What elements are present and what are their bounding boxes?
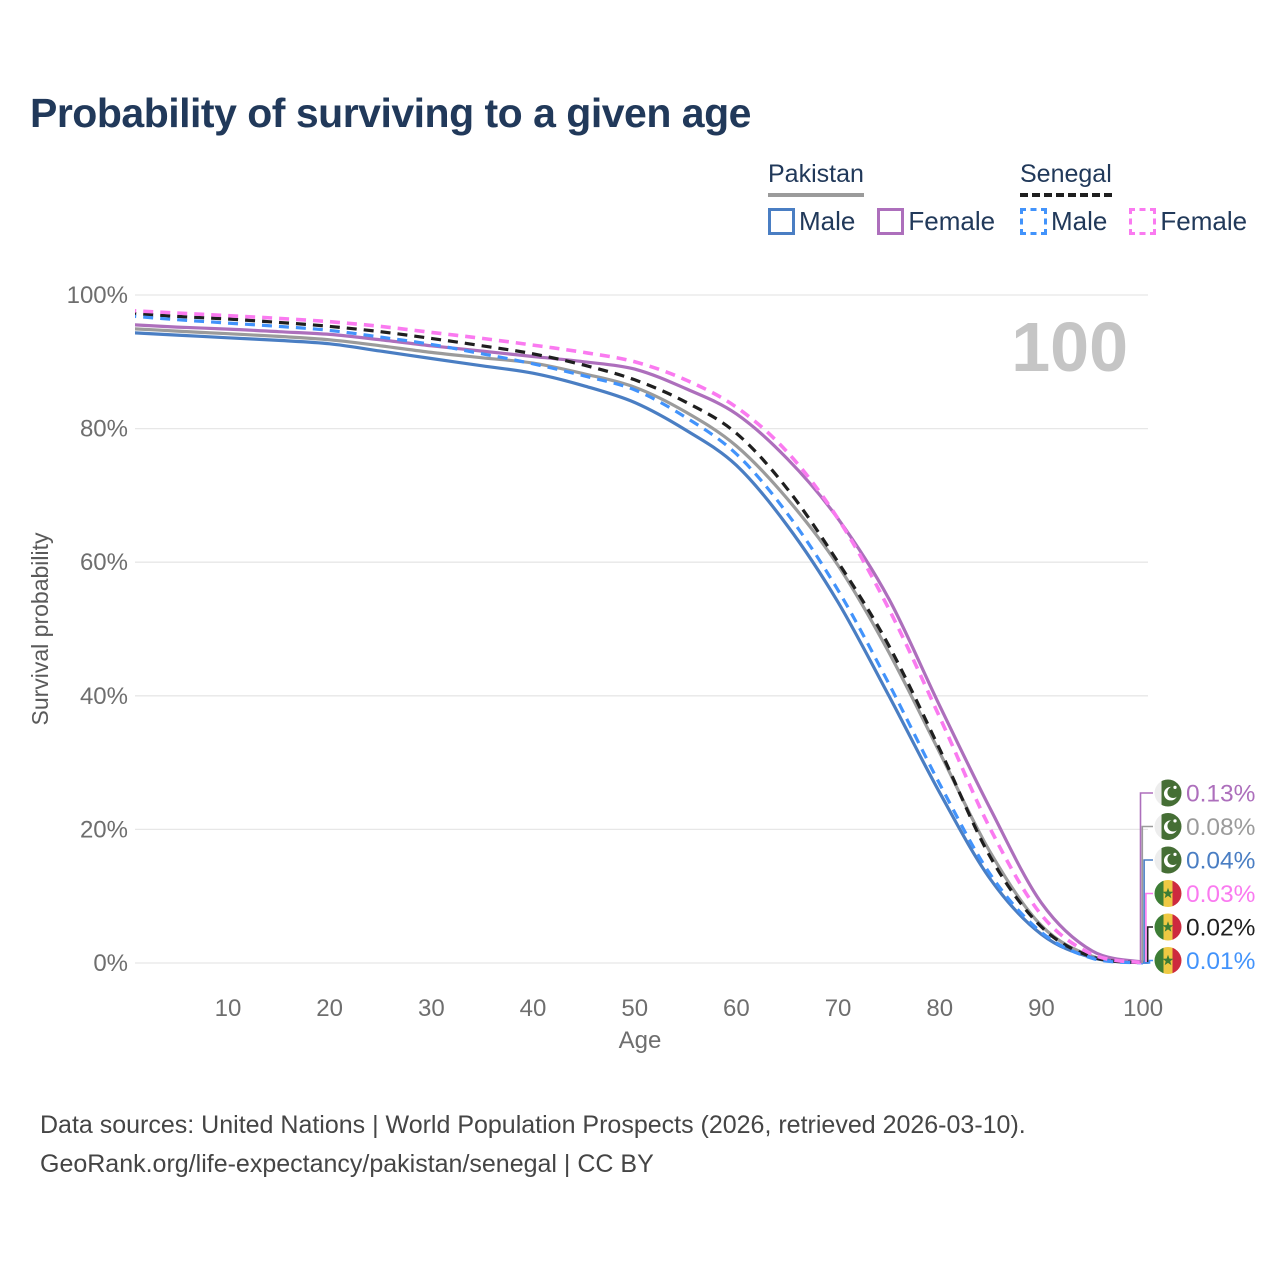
end-value-labels: 0.13% 0.08% 0.04% 0.03% 0.02% 0.01% bbox=[1139, 779, 1255, 975]
age-frame-watermark: 100 bbox=[1011, 308, 1128, 386]
legend-label: Female bbox=[908, 206, 996, 236]
y-tick-label: 60% bbox=[80, 549, 128, 576]
x-tick-label: 70 bbox=[825, 995, 852, 1022]
source-line-2: GeoRank.org/life-expectancy/pakistan/sen… bbox=[40, 1150, 654, 1178]
x-tick-label: 40 bbox=[520, 995, 547, 1022]
curve-pakistan-all[interactable] bbox=[126, 327, 1144, 965]
gridlines: 100% 80% 60% 40% 20% 0% bbox=[67, 282, 1148, 977]
legend-pakistan-header[interactable]: Pakistan bbox=[768, 160, 864, 197]
legend-group-senegal: Senegal Male Female bbox=[1020, 160, 1247, 237]
curves bbox=[126, 309, 1144, 965]
x-axis-label: Age bbox=[619, 1027, 662, 1054]
legend-item-senegal-female[interactable]: Female bbox=[1129, 206, 1247, 237]
legend-label: Female bbox=[1160, 206, 1248, 236]
curve-pakistan-female[interactable] bbox=[126, 323, 1144, 964]
x-tick-label: 100 bbox=[1123, 995, 1163, 1022]
x-tick-label: 20 bbox=[316, 995, 343, 1022]
y-tick-label: 0% bbox=[93, 950, 128, 977]
senegal-female-swatch-icon bbox=[1129, 208, 1157, 235]
end-label-senegal-male[interactable]: 0.01% bbox=[1143, 947, 1255, 975]
senegal-flag-icon bbox=[1154, 880, 1182, 907]
end-label-value: 0.13% bbox=[1186, 781, 1255, 808]
legend-item-pakistan-male[interactable]: Male bbox=[768, 206, 855, 237]
legend-item-pakistan-female[interactable]: Female bbox=[877, 206, 995, 237]
end-label-value: 0.08% bbox=[1186, 814, 1255, 841]
x-tick-label: 50 bbox=[621, 995, 648, 1022]
x-tick-label: 10 bbox=[215, 995, 242, 1022]
curve-pakistan-male[interactable] bbox=[126, 331, 1144, 965]
pakistan-female-swatch-icon bbox=[877, 208, 905, 235]
pakistan-flag-icon bbox=[1154, 779, 1182, 807]
pakistan-male-swatch-icon bbox=[768, 208, 795, 235]
end-label-senegal-female[interactable]: 0.03% bbox=[1143, 880, 1255, 964]
end-label-value: 0.02% bbox=[1186, 915, 1255, 942]
end-label-senegal-all[interactable]: 0.02% bbox=[1143, 913, 1255, 964]
end-label-value: 0.01% bbox=[1186, 948, 1255, 975]
end-label-value: 0.03% bbox=[1186, 881, 1255, 908]
legend-label: Male bbox=[1051, 206, 1108, 236]
end-label-value: 0.04% bbox=[1186, 848, 1255, 875]
legend-group-pakistan: Pakistan Male Female bbox=[768, 160, 995, 237]
legend-item-senegal-male[interactable]: Male bbox=[1020, 206, 1107, 237]
legend-senegal-header[interactable]: Senegal bbox=[1020, 160, 1112, 197]
end-label-pakistan-all[interactable]: 0.08% bbox=[1141, 813, 1255, 964]
page-title: Probability of surviving to a given age bbox=[30, 90, 751, 136]
curve-senegal-male[interactable] bbox=[126, 314, 1144, 965]
end-label-pakistan-male[interactable]: 0.04% bbox=[1143, 846, 1255, 964]
data-source-note: Data sources: United Nations | World Pop… bbox=[40, 1106, 1026, 1184]
y-tick-label: 20% bbox=[80, 816, 128, 843]
leader-line bbox=[1143, 959, 1153, 964]
senegal-male-swatch-icon bbox=[1020, 208, 1047, 235]
senegal-flag-icon bbox=[1154, 947, 1182, 974]
y-tick-label: 40% bbox=[80, 683, 128, 710]
y-tick-label: 100% bbox=[67, 282, 128, 309]
senegal-flag-icon bbox=[1154, 913, 1182, 941]
curve-senegal-all[interactable] bbox=[126, 312, 1144, 965]
x-tick-label: 60 bbox=[723, 995, 750, 1022]
source-line-1: Data sources: United Nations | World Pop… bbox=[40, 1111, 1026, 1139]
x-tick-label: 80 bbox=[926, 995, 953, 1022]
y-tick-label: 80% bbox=[80, 416, 128, 443]
curve-senegal-female[interactable] bbox=[126, 309, 1144, 965]
leader-line bbox=[1141, 825, 1153, 964]
y-axis-label: Survival probability bbox=[27, 532, 53, 726]
pakistan-flag-icon bbox=[1154, 846, 1182, 874]
pakistan-flag-icon bbox=[1154, 813, 1182, 840]
legend-label: Male bbox=[799, 206, 856, 236]
x-tick-label: 30 bbox=[418, 995, 445, 1022]
x-tick-label: 90 bbox=[1028, 995, 1055, 1022]
